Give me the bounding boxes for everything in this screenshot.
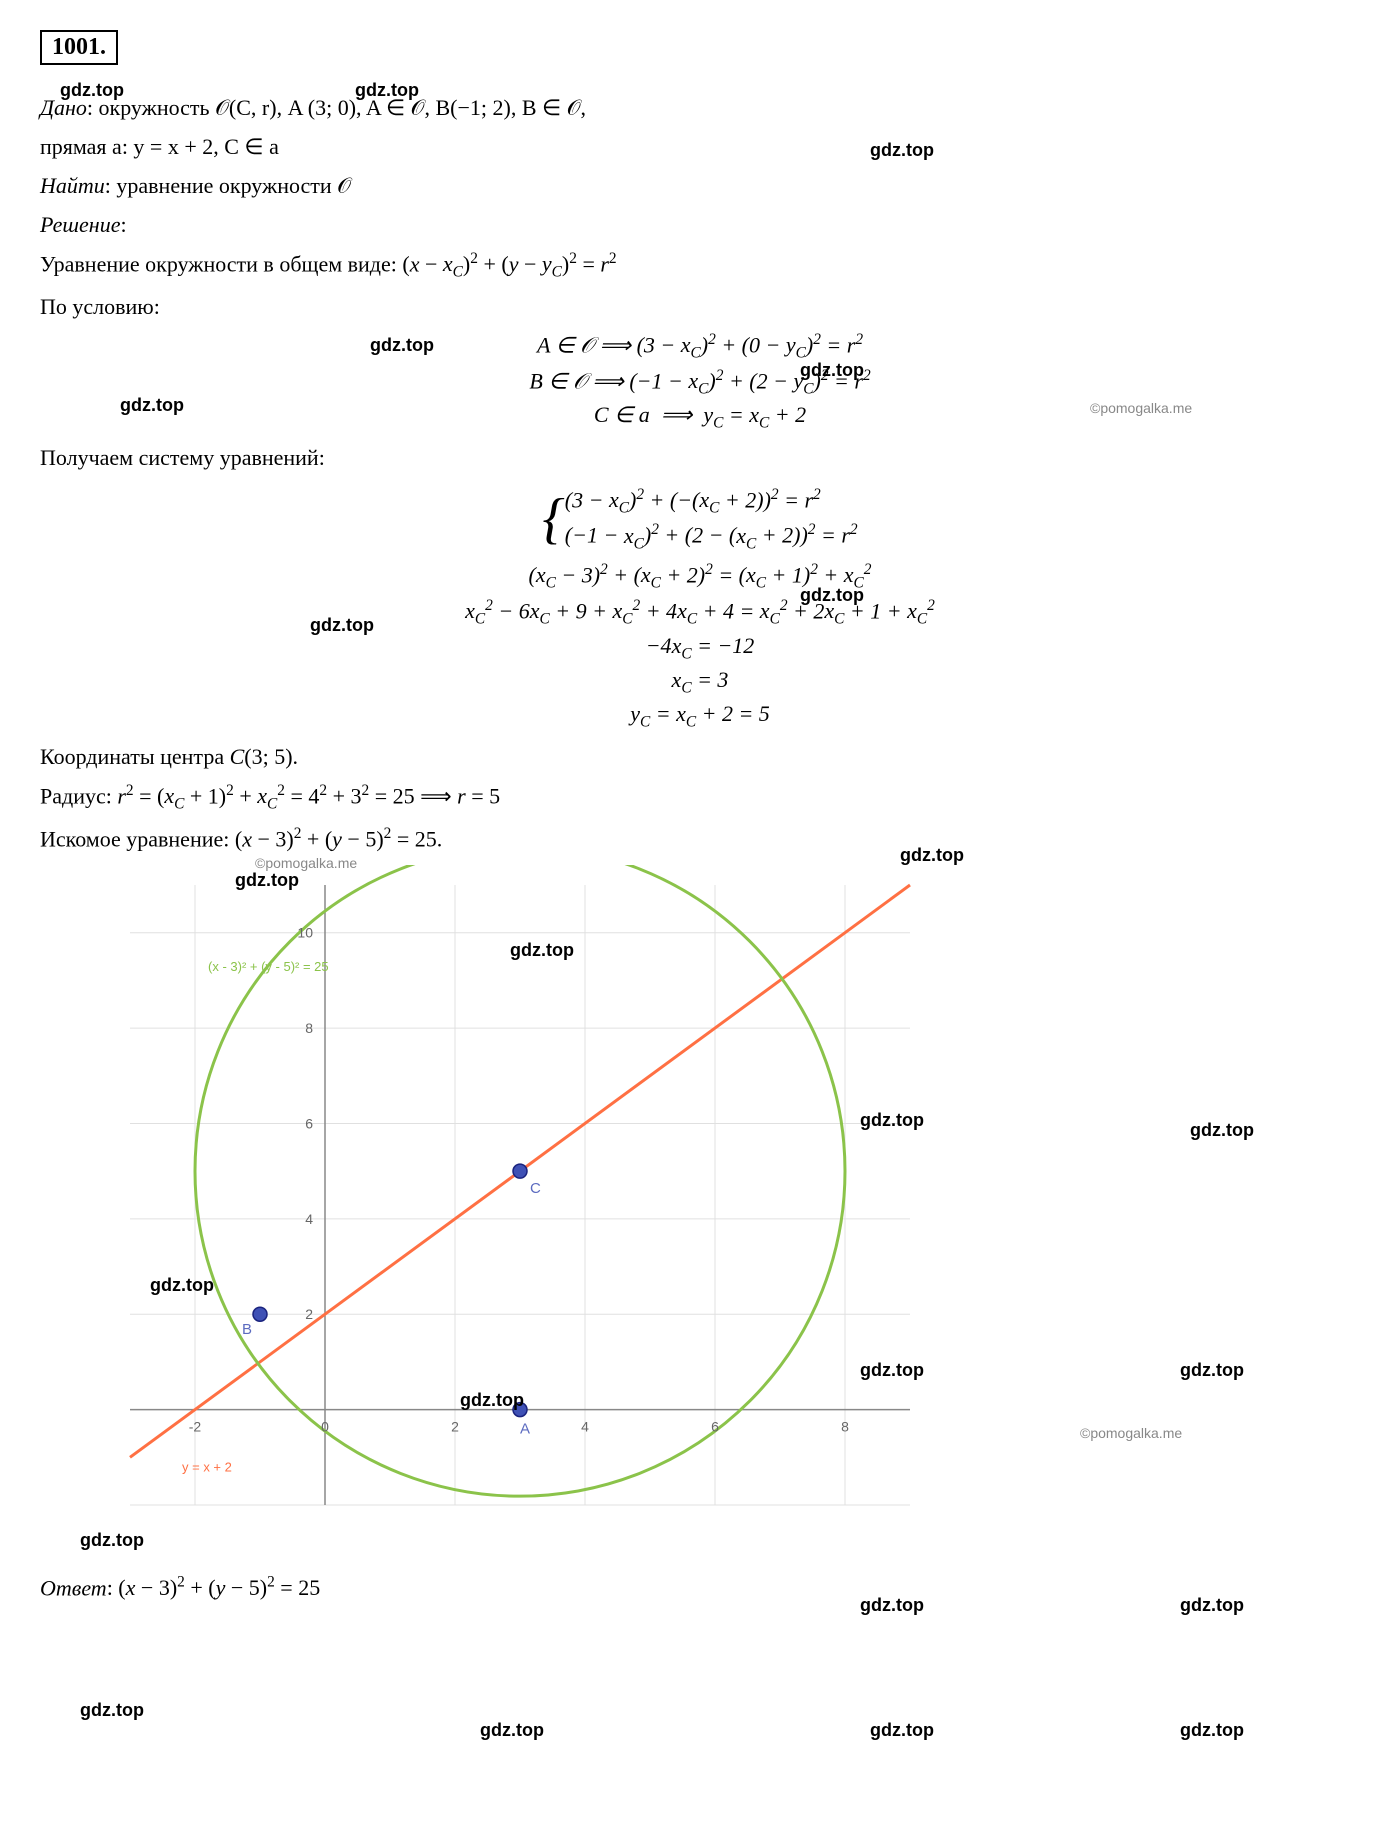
solution-label-line: Решение:	[40, 208, 1360, 241]
answer-line: Ответ: (x − 3)2 + (y − 5)2 = 25	[40, 1571, 1360, 1604]
step2: xC2 − 6xC + 9 + xC2 + 4xC + 4 = xC2 + 2x…	[40, 597, 1360, 629]
step3: −4xC = −12	[40, 633, 1360, 663]
watermark-pomogalka: ©pomogalka.me	[1080, 1425, 1182, 1441]
conditions-block: A ∈ 𝒪 ⟹ (3 − xC)2 + (0 − yC)2 = r2 B ∈ 𝒪…	[40, 331, 1360, 433]
given-text: : окружность 𝒪(C, r), A (3; 0), A ∈ 𝒪, B…	[87, 95, 586, 120]
sys1: (3 − xC)2 + (−(xC + 2))2 = r2	[565, 486, 858, 518]
svg-text:(x - 3)² + (y - 5)² = 25: (x - 3)² + (y - 5)² = 25	[208, 959, 329, 974]
watermark-gdz: gdz.top	[480, 1720, 544, 1741]
system-intro: Получаем систему уравнений:	[40, 441, 1360, 474]
cond3: C ∈ a ⟹ yC = xC + 2	[40, 402, 1360, 432]
eq-general: Уравнение окружности в общем виде: (x − …	[40, 247, 1360, 284]
svg-text:6: 6	[711, 1418, 719, 1434]
center-text: Координаты центра C(3; 5).	[40, 740, 1360, 773]
cond1: A ∈ 𝒪 ⟹ (3 − xC)2 + (0 − yC)2 = r2	[40, 331, 1360, 363]
cond2: B ∈ 𝒪 ⟹ (−1 − xC)2 + (2 − yC)2 = r2	[40, 367, 1360, 399]
step5: yC = xC + 2 = 5	[40, 701, 1360, 731]
system-block: { (3 − xC)2 + (−(xC + 2))2 = r2 (−1 − xC…	[40, 482, 1360, 732]
svg-text:2: 2	[451, 1418, 459, 1434]
by-condition: По условию:	[40, 290, 1360, 323]
solution-label: Решение	[40, 212, 120, 237]
svg-text:B: B	[242, 1321, 252, 1338]
problem-number: 1001.	[40, 30, 118, 65]
svg-text:8: 8	[305, 1020, 313, 1036]
svg-text:C: C	[530, 1180, 541, 1197]
solution-colon: :	[120, 212, 126, 237]
svg-text:y = x + 2: y = x + 2	[182, 1459, 232, 1474]
watermark-gdz: gdz.top	[1180, 1360, 1244, 1381]
chart: -2 0 2 4 6 8 2 4 6 8 10 A B C (x - 3)² + (y - 5)² = 25…	[40, 865, 940, 1565]
radius-text: Радиус: r2 = (xC + 1)2 + xC2 = 42 + 32 =…	[40, 779, 1360, 816]
result-text: Искомое уравнение: (x − 3)2 + (y − 5)2 =…	[40, 822, 1360, 855]
watermark-gdz: gdz.top	[1190, 1120, 1254, 1141]
given-line1: Дано: окружность 𝒪(C, r), A (3; 0), A ∈ …	[40, 91, 1360, 124]
step1: (xC − 3)2 + (xC + 2)2 = (xC + 1)2 + xC2	[40, 561, 1360, 593]
answer-label: Ответ	[40, 1575, 107, 1600]
find-label: Найти	[40, 173, 105, 198]
svg-text:8: 8	[841, 1418, 849, 1434]
svg-text:4: 4	[581, 1418, 589, 1434]
svg-text:0: 0	[321, 1418, 329, 1434]
sys2: (−1 − xC)2 + (2 − (xC + 2))2 = r2	[565, 521, 858, 553]
find-line: Найти: уравнение окружности 𝒪	[40, 169, 1360, 202]
given-label: Дано	[40, 95, 87, 120]
svg-text:10: 10	[297, 925, 313, 941]
svg-text:6: 6	[305, 1115, 313, 1131]
step4: xC = 3	[40, 667, 1360, 697]
svg-text:2: 2	[305, 1306, 313, 1322]
svg-text:4: 4	[305, 1211, 313, 1227]
brace-icon: {	[542, 497, 564, 542]
watermark-gdz: gdz.top	[80, 1700, 144, 1721]
given-line2: прямая a: y = x + 2, C ∈ a	[40, 130, 1360, 163]
find-text: : уравнение окружности 𝒪	[105, 173, 351, 198]
answer-text: : (x − 3)2 + (y − 5)2 = 25	[107, 1575, 321, 1600]
watermark-gdz: gdz.top	[1180, 1720, 1244, 1741]
svg-text:A: A	[520, 1420, 530, 1437]
svg-text:-2: -2	[189, 1418, 202, 1434]
watermark-gdz: gdz.top	[870, 1720, 934, 1741]
